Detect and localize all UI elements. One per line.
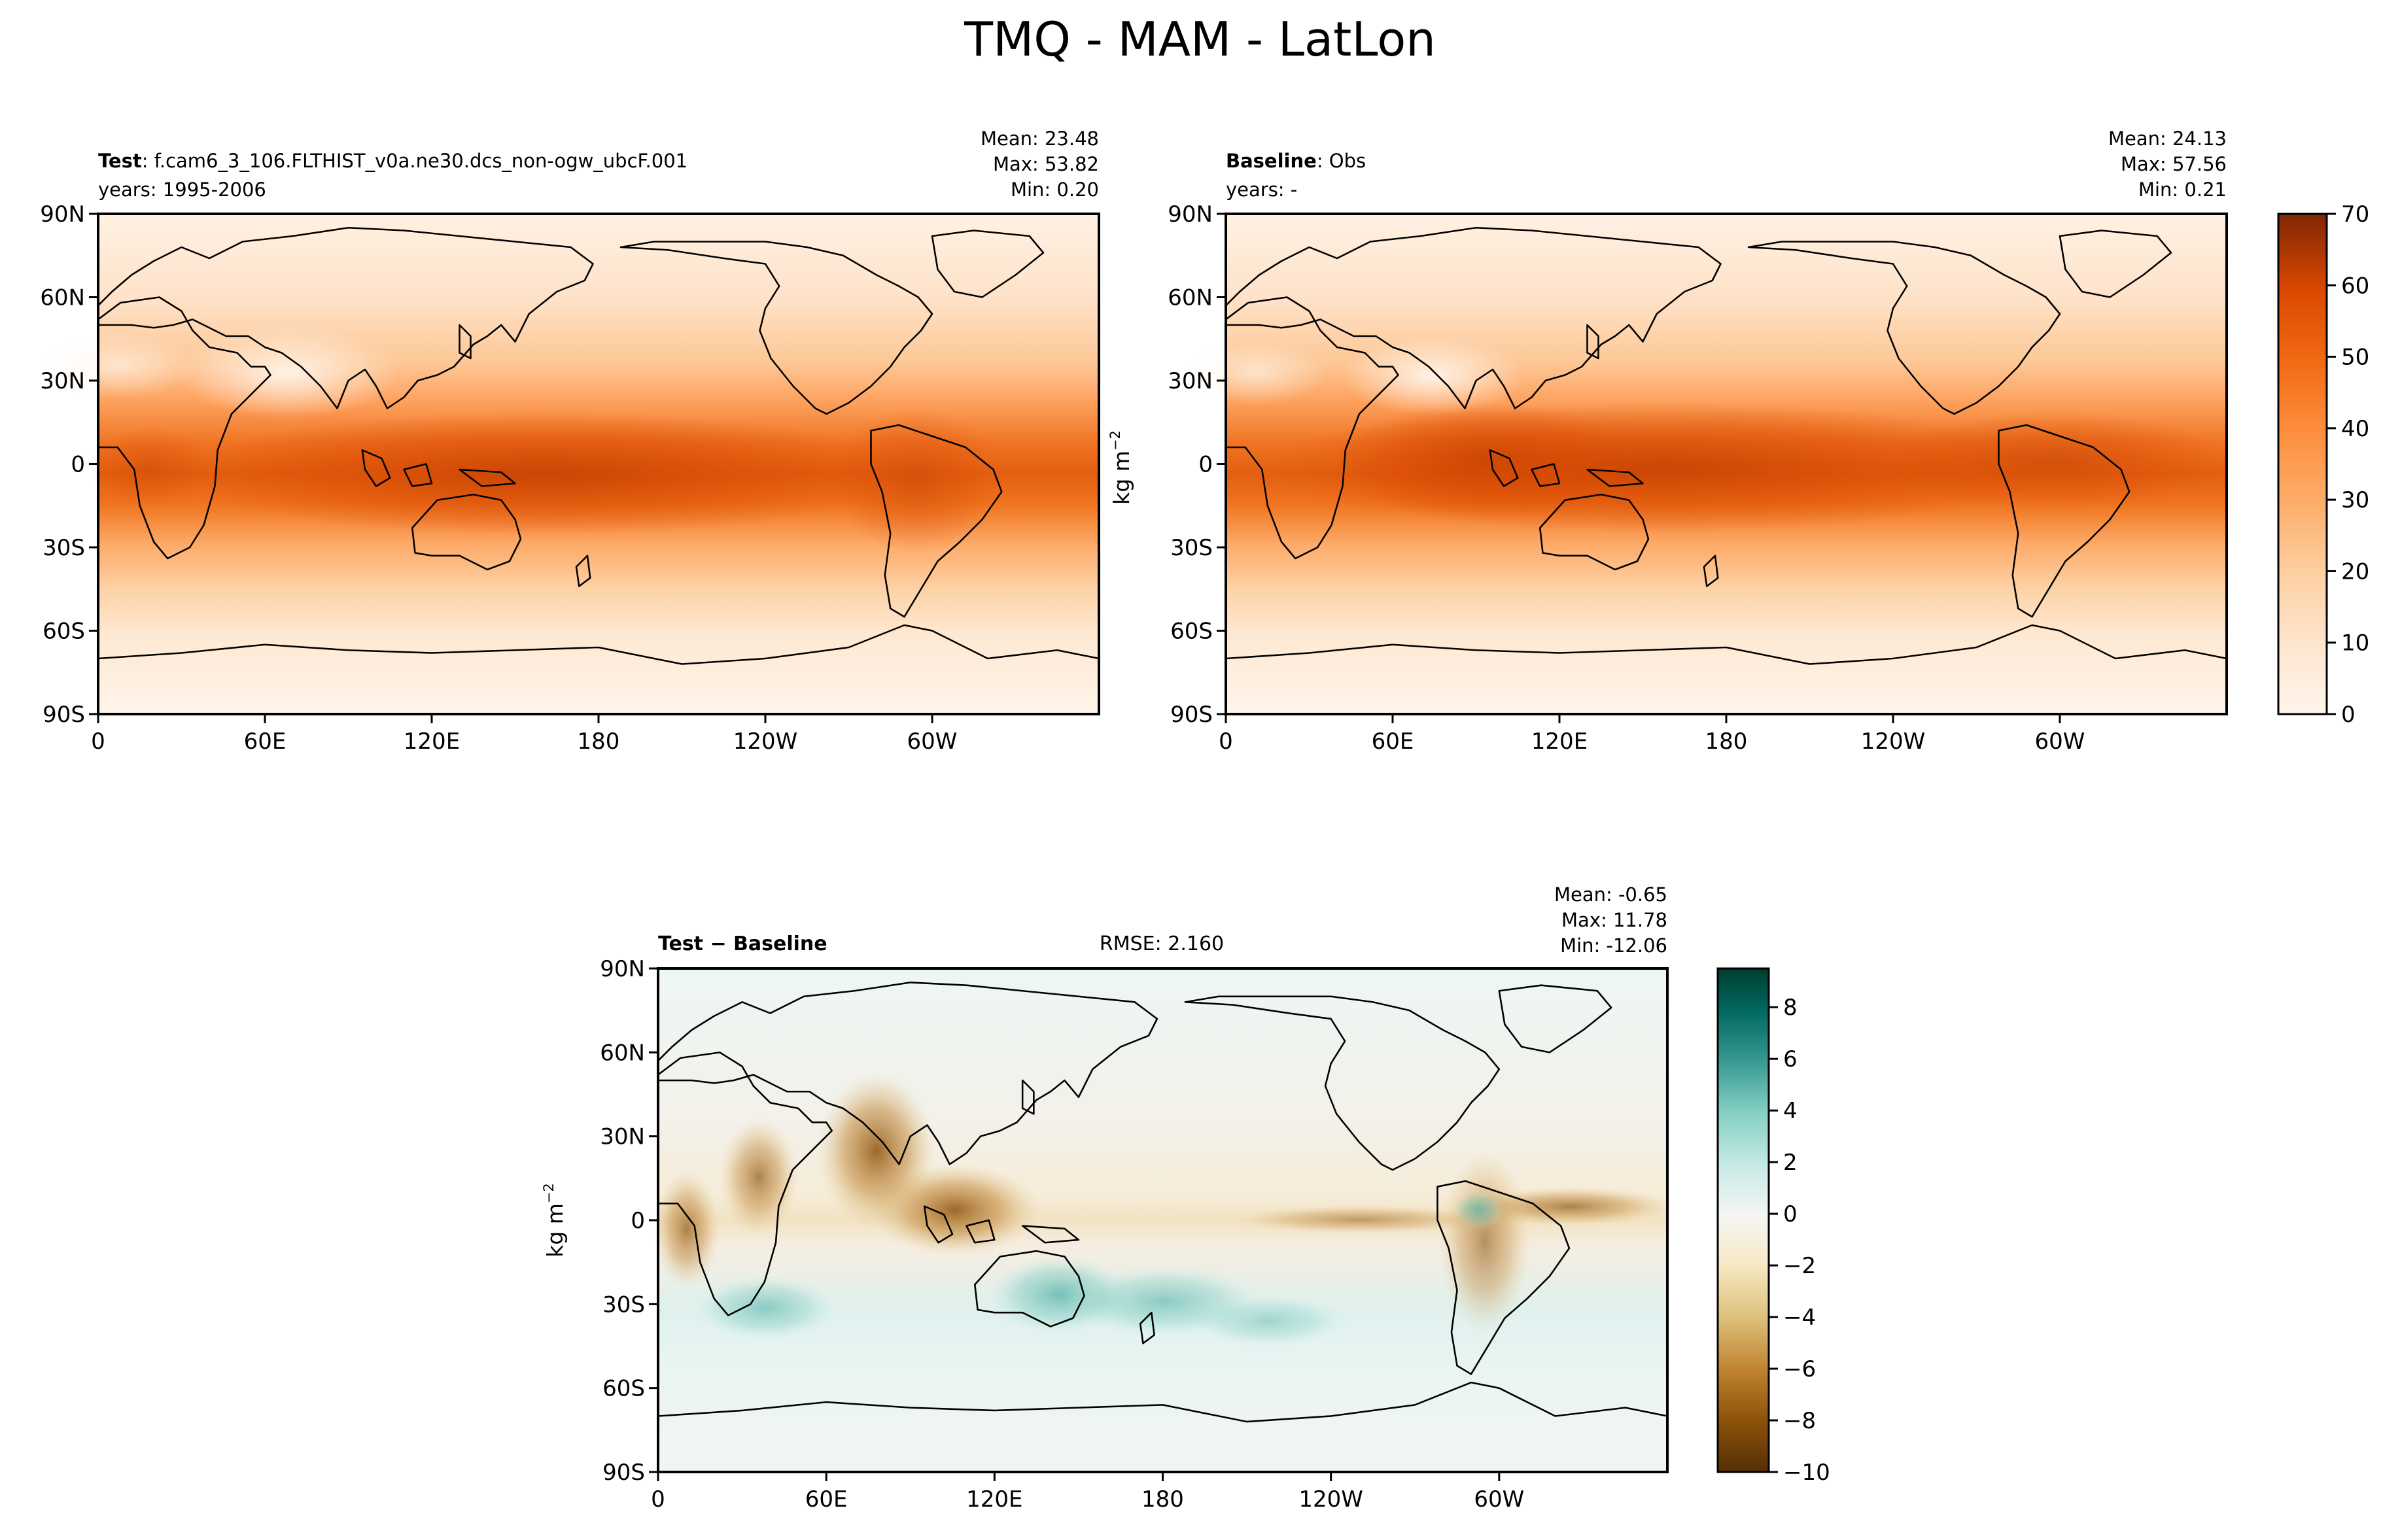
diff-stat-min: Min: -12.06 <box>1560 934 1667 957</box>
baseline-ytick-label: 90N <box>1168 201 1213 228</box>
baseline-ytick-label: 90S <box>1170 702 1213 728</box>
absolute-colorbar-tick-label: 10 <box>2341 630 2369 657</box>
diff-ylabel: kg m−2 <box>541 1183 568 1258</box>
baseline-panel: Baseline: Obs years: - Mean: 24.13 Max: … <box>1107 128 2227 755</box>
baseline-xtick-label: 60E <box>1372 728 1414 755</box>
baseline-stat-min: Min: 0.21 <box>2138 179 2227 201</box>
test-xtick-label: 120E <box>404 728 460 755</box>
baseline-ylabel: kg m−2 <box>1107 430 1134 505</box>
test-xtick-label: 120W <box>733 728 798 755</box>
baseline-xtick-label: 0 <box>1219 728 1233 755</box>
baseline-years: years: - <box>1226 179 1297 201</box>
diff-xtick-label: 180 <box>1141 1486 1184 1513</box>
absolute-colorbar-tick-label: 60 <box>2341 273 2369 299</box>
test-xtick-label: 180 <box>578 728 620 755</box>
diff-ytick-label: 0 <box>631 1208 645 1234</box>
test-ytick-label: 60S <box>43 619 85 645</box>
baseline-stat-max: Max: 57.56 <box>2121 153 2227 175</box>
baseline-xtick-label: 180 <box>1705 728 1748 755</box>
baseline-xtick-label: 120W <box>1861 728 1926 755</box>
diff-ytick-label: 90S <box>602 1460 645 1486</box>
absolute-colorbar-tick-label: 40 <box>2341 416 2369 442</box>
diff-xtick-label: 0 <box>651 1486 665 1513</box>
test-ytick-label: 60N <box>40 285 85 311</box>
diff-xtick-label: 120W <box>1298 1486 1363 1513</box>
absolute-colorbar-tick-label: 0 <box>2341 702 2356 728</box>
test-map <box>39 213 1099 714</box>
baseline-xtick-label: 120E <box>1531 728 1588 755</box>
test-xtick-label: 60E <box>244 728 287 755</box>
diff-panel-label: Test − Baseline <box>658 933 827 955</box>
test-stat-min: Min: 0.20 <box>1011 179 1099 201</box>
baseline-ytick-label: 30N <box>1168 368 1213 394</box>
diff-colorbar-tick-label: −6 <box>1783 1356 1816 1382</box>
test-stat-mean: Mean: 23.48 <box>981 128 1099 150</box>
test-panel: Test: f.cam6_3_106.FLTHIST_v0a.ne30.dcs_… <box>39 128 1099 755</box>
test-ytick-label: 90N <box>40 201 85 228</box>
test-xtick-label: 0 <box>91 728 105 755</box>
diff-stat-mean: Mean: -0.65 <box>1554 883 1667 906</box>
diff-map <box>654 967 1675 1472</box>
test-ytick-label: 0 <box>71 452 85 478</box>
diff-panel: Test − Baseline RMSE: 2.160 Mean: -0.65 … <box>541 883 1675 1513</box>
baseline-stat-mean: Mean: 24.13 <box>2108 128 2227 150</box>
absolute-colorbar: 0 10 20 30 40 50 60 70 <box>2277 201 2369 728</box>
diff-xtick-label: 60W <box>1474 1486 1524 1513</box>
test-xtick-label: 60W <box>907 728 958 755</box>
baseline-ytick-label: 30S <box>1170 535 1213 561</box>
test-ytick-label: 30S <box>43 535 85 561</box>
diff-colorbar-tick-label: 8 <box>1783 995 1798 1021</box>
diff-ytick-label: 60S <box>602 1376 645 1402</box>
baseline-ytick-label: 60N <box>1168 285 1213 311</box>
diff-xtick-label: 120E <box>966 1486 1022 1513</box>
baseline-xtick-label: 60W <box>2035 728 2085 755</box>
absolute-colorbar-tick-label: 20 <box>2341 558 2369 585</box>
diff-ytick-label: 90N <box>600 956 645 982</box>
diff-colorbar-tick-label: 2 <box>1783 1150 1798 1176</box>
diff-colorbar-tick-label: 0 <box>1783 1201 1798 1227</box>
absolute-colorbar-tick-label: 50 <box>2341 345 2369 371</box>
diff-ytick-label: 30S <box>602 1292 645 1318</box>
diff-ytick-label: 60N <box>600 1040 645 1066</box>
figure-title: TMQ - MAM - LatLon <box>964 12 1436 67</box>
diff-colorbar-tick-label: 6 <box>1783 1046 1798 1072</box>
diff-colorbar: −10 −8 −6 −4 −2 0 2 4 6 8 <box>1716 967 1830 1486</box>
test-ytick-label: 30N <box>40 368 85 394</box>
diff-stat-max: Max: 11.78 <box>1561 909 1667 931</box>
baseline-map <box>1184 213 2227 714</box>
diff-xtick-label: 60E <box>805 1486 848 1513</box>
test-panel-label: Test: f.cam6_3_106.FLTHIST_v0a.ne30.dcs_… <box>98 150 687 172</box>
test-stat-max: Max: 53.82 <box>993 153 1099 175</box>
diff-colorbar-tick-label: 4 <box>1783 1098 1798 1124</box>
diff-ytick-label: 30N <box>600 1124 645 1150</box>
absolute-colorbar-tick-label: 30 <box>2341 487 2369 513</box>
test-ytick-label: 90S <box>43 702 85 728</box>
diff-colorbar-tick-label: −10 <box>1783 1460 1830 1486</box>
diff-colorbar-tick-label: −2 <box>1783 1253 1816 1279</box>
diff-colorbar-tick-label: −4 <box>1783 1305 1816 1331</box>
test-years: years: 1995-2006 <box>98 179 266 201</box>
diff-rmse: RMSE: 2.160 <box>1100 933 1224 955</box>
baseline-ytick-label: 60S <box>1170 619 1213 645</box>
diff-colorbar-tick-label: −8 <box>1783 1408 1816 1434</box>
baseline-ytick-label: 0 <box>1198 452 1213 478</box>
absolute-colorbar-tick-label: 70 <box>2341 201 2369 228</box>
baseline-panel-label: Baseline: Obs <box>1226 150 1366 172</box>
